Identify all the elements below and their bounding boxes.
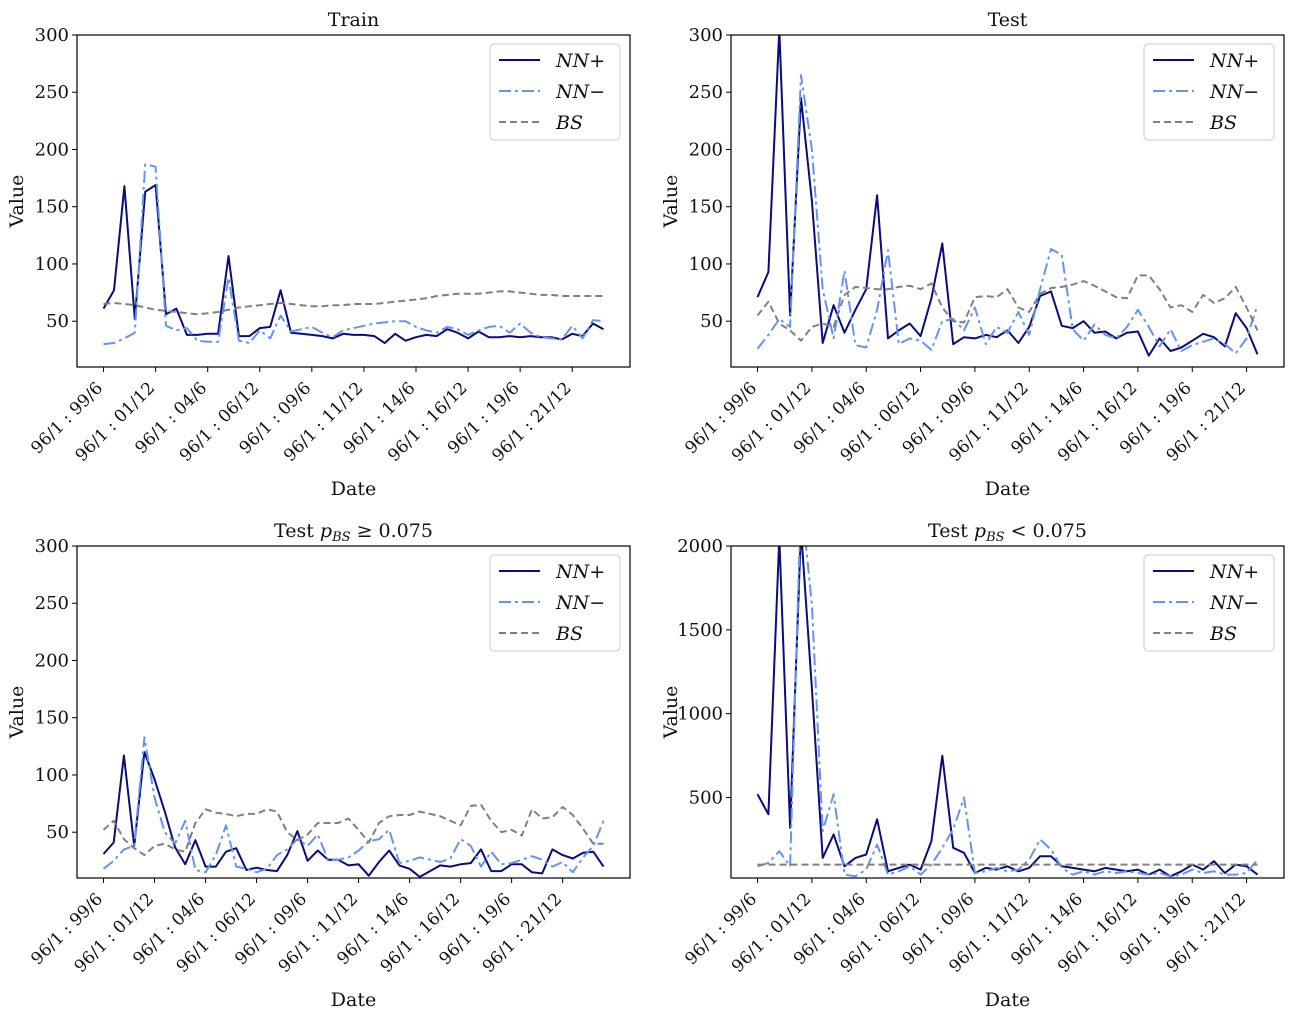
series-line-nn-minus [103,163,604,346]
plot-frame [730,34,1285,368]
legend-box [1143,554,1275,652]
plot-frame [730,545,1285,879]
title-prefix: Test [928,520,968,542]
y-axis-label: Value [660,175,682,229]
legend-box [489,554,621,652]
y-tick-label: 200 [35,139,69,160]
chart-title: Train [328,9,379,31]
y-tick-label: 100 [689,254,723,275]
series-line-nn-minus [102,736,605,874]
title-symbol: p [320,520,332,542]
x-axis-label: Date [331,478,376,500]
y-tick-label: 250 [689,82,723,103]
series-line-nn-plus [756,546,1259,878]
y-tick-label: 200 [689,139,723,160]
title-subscript: BS [331,530,351,545]
y-axis-label: Value [6,175,28,229]
series-line-bs [756,274,1259,342]
y-tick-label: 300 [689,25,723,46]
y-tick-label: 500 [689,788,723,809]
series-line-nn-plus [102,751,605,878]
series-line-nn-minus [757,546,1259,878]
series-line-bs [102,803,604,857]
y-tick-label: 1000 [677,704,723,725]
y-tick-label: 2000 [677,536,723,557]
legend-box [489,43,621,141]
legend-label: NN− [1209,592,1259,614]
x-axis-label: Date [985,989,1030,1011]
legend: NN+ NN− BS [1143,554,1275,652]
title-symbol: p [974,520,986,542]
y-tick-label: 50 [700,311,723,332]
chart-title: Test [988,9,1028,31]
y-tick-label: 100 [35,254,69,275]
y-axis-label: Value [660,686,682,740]
title-subscript: BS [985,530,1005,545]
y-tick-label: 1500 [677,620,723,641]
y-tick-label: 150 [35,197,69,218]
legend-label: NN− [555,592,605,614]
series-line-bs [103,290,604,316]
series-line-nn-minus [756,74,1259,355]
x-axis-label: Date [331,989,376,1011]
y-tick-label: 200 [35,650,69,671]
series-line-nn-plus [102,184,604,344]
y-tick-label: 50 [46,311,69,332]
plot-frame [76,545,631,879]
legend-label: BS [555,623,583,645]
legend: NN+ NN− BS [489,43,621,141]
legend: NN+ NN− BS [1143,43,1275,141]
legend-label: NN+ [555,561,605,583]
title-prefix: Test [274,520,314,542]
legend: NN+ NN− BS [489,554,621,652]
y-tick-label: 300 [35,536,69,557]
legend-label: NN+ [555,50,605,72]
y-axis-label: Value [6,686,28,740]
legend-label: BS [1209,623,1237,645]
legend-label: NN+ [1209,50,1259,72]
y-tick-label: 50 [46,822,69,843]
chart-title: Test pBS ≥ 0.075 [274,520,433,545]
legend-label: NN− [1209,81,1259,103]
legend-label: NN+ [1209,561,1259,583]
y-tick-label: 250 [35,82,69,103]
y-tick-label: 300 [35,25,69,46]
chart-title: Test pBS < 0.075 [928,520,1087,545]
legend-label: NN− [555,81,605,103]
series-line-nn-plus [756,35,1259,357]
title-suffix: ≥ 0.075 [351,520,433,542]
y-tick-label: 250 [35,593,69,614]
x-axis-label: Date [985,478,1030,500]
legend-box [1143,43,1275,141]
y-tick-label: 150 [689,197,723,218]
legend-label: BS [555,112,583,134]
title-suffix: < 0.075 [1005,520,1087,542]
y-tick-label: 150 [35,708,69,729]
plot-frame [76,34,631,368]
legend-label: BS [1209,112,1237,134]
y-tick-label: 100 [35,765,69,786]
